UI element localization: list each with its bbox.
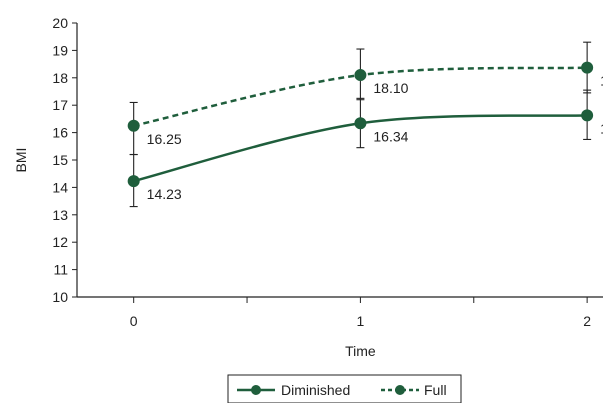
data-point (581, 109, 594, 122)
x-tick-label: 0 (130, 313, 138, 329)
series-layer: 14.23 16.34 16.63 16.25 18.10 18.37 (127, 41, 603, 208)
y-tick-label: 14 (52, 179, 68, 195)
legend: Diminished Full (227, 374, 462, 403)
data-point (354, 69, 367, 82)
legend-box (227, 374, 462, 403)
y-tick-label: 15 (52, 152, 68, 168)
data-label: 16.25 (147, 131, 182, 147)
legend-label-full: Full (424, 382, 447, 398)
data-label: 16.63 (600, 120, 603, 136)
y-tick-label: 11 (53, 262, 68, 278)
y-tick-label: 12 (52, 234, 68, 250)
series-full: 16.25 18.10 18.37 (127, 41, 603, 156)
data-label: 18.10 (373, 80, 408, 96)
x-tick-label: 2 (583, 313, 591, 329)
data-label: 14.23 (147, 186, 182, 202)
y-axis-ticks: 10 11 12 13 14 15 16 17 18 19 20 (52, 15, 77, 305)
legend-marker-diminished (251, 385, 261, 395)
data-label: 16.34 (373, 128, 408, 144)
x-axis-title: Time (345, 343, 376, 359)
y-tick-label: 17 (52, 97, 68, 113)
y-tick-label: 18 (52, 70, 68, 86)
y-tick-label: 16 (52, 125, 68, 141)
data-point (581, 61, 594, 74)
y-tick-label: 13 (52, 207, 68, 223)
legend-marker-full (395, 385, 405, 395)
y-tick-label: 10 (52, 289, 68, 305)
y-tick-label: 20 (52, 15, 68, 31)
data-point (127, 119, 140, 132)
series-diminished: 14.23 16.34 16.63 (127, 89, 603, 208)
data-point (127, 175, 140, 188)
x-tick-label: 1 (357, 313, 365, 329)
y-axis-title: BMI (13, 148, 29, 173)
legend-label-diminished: Diminished (281, 382, 350, 398)
data-point (354, 117, 367, 130)
y-tick-label: 19 (52, 42, 68, 58)
x-axis-ticks: 0 1 2 (130, 297, 591, 329)
data-label: 18.37 (600, 73, 603, 89)
